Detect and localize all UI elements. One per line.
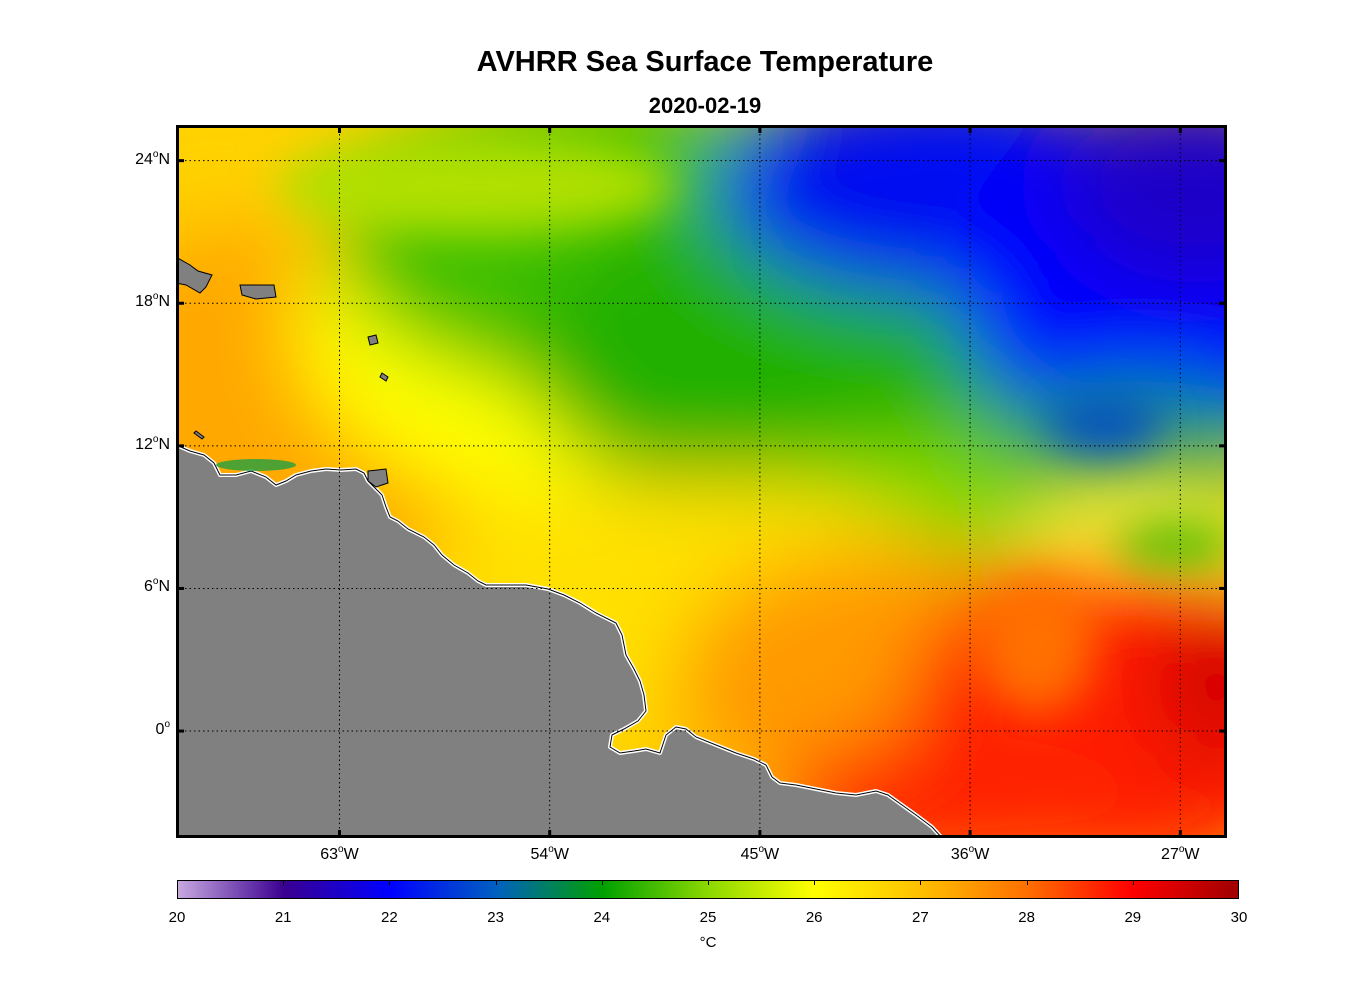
sst-field <box>176 125 1227 838</box>
latitude-label: 0o <box>155 719 170 739</box>
colorbar-tick-label: 25 <box>699 909 717 926</box>
colorbar-tick <box>1026 880 1028 885</box>
colorbar-tick-label: 20 <box>168 909 186 926</box>
colorbar-tick-label: 22 <box>381 909 398 926</box>
colorbar-tick <box>601 880 603 885</box>
colorbar-tick-label: 29 <box>1124 909 1142 926</box>
colorbar-tick <box>920 880 922 885</box>
colorbar-tick-label: 26 <box>805 909 823 926</box>
longitude-label: 54oW <box>530 844 569 864</box>
land-mass <box>176 443 944 838</box>
longitude-label: 45oW <box>740 844 780 864</box>
latitude-label: 6oN <box>143 576 170 596</box>
graticule <box>176 125 1227 838</box>
colorbar-tick-label: 21 <box>274 909 292 926</box>
longitude-label: 36oW <box>950 844 990 864</box>
longitude-label: 27oW <box>1161 844 1200 864</box>
colorbar-tick <box>495 880 497 885</box>
colorbar-tick <box>389 880 391 885</box>
colorbar-tick-label: 28 <box>1018 909 1035 926</box>
map-title: AVHRR Sea Surface Temperature <box>476 46 934 78</box>
longitude-label: 63oW <box>320 844 359 864</box>
latitude-label: 24oN <box>135 148 170 168</box>
colorbar-tick <box>708 880 709 885</box>
colorbar-tick-label: 23 <box>487 909 504 926</box>
colorbar-tick <box>283 880 285 885</box>
map-date: 2020-02-19 <box>648 93 762 118</box>
colorbar-unit: °C <box>699 934 717 951</box>
colorbar-tick-label: 24 <box>593 909 611 926</box>
colorbar-tick-label: 30 <box>1230 909 1248 926</box>
latitude-label: 12oN <box>135 433 170 453</box>
colorbar-tick-label: 27 <box>912 909 929 926</box>
colorbar-tick <box>814 880 816 885</box>
latitude-label: 18oN <box>135 291 170 311</box>
colorbar-tick <box>1132 880 1134 885</box>
caribbean-islands <box>176 256 389 440</box>
sst-map <box>176 125 1227 838</box>
